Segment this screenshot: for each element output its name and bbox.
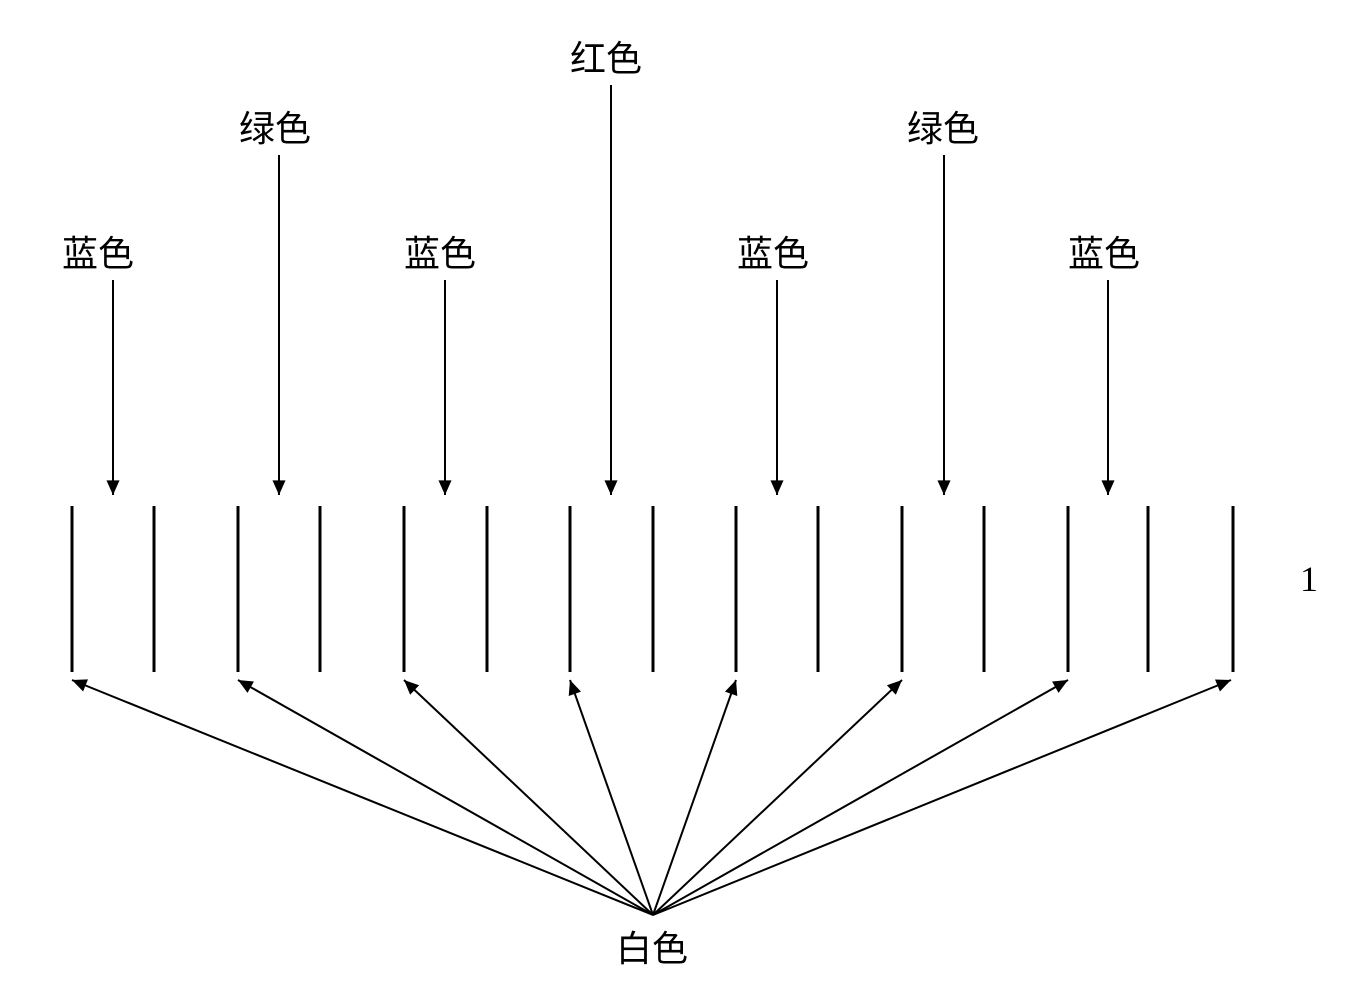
top-color-label-5: 绿色 [907,100,979,152]
bottom-color-label: 白色 [616,920,688,972]
top-color-label-0: 蓝色 [62,225,134,277]
top-color-label-2: 蓝色 [404,225,476,277]
top-color-label-3: 红色 [570,30,642,82]
top-color-label-4: 蓝色 [737,225,809,277]
figure-part-number: 1 [1300,558,1318,600]
top-color-label-1: 绿色 [239,100,311,152]
top-color-label-6: 蓝色 [1068,225,1140,277]
